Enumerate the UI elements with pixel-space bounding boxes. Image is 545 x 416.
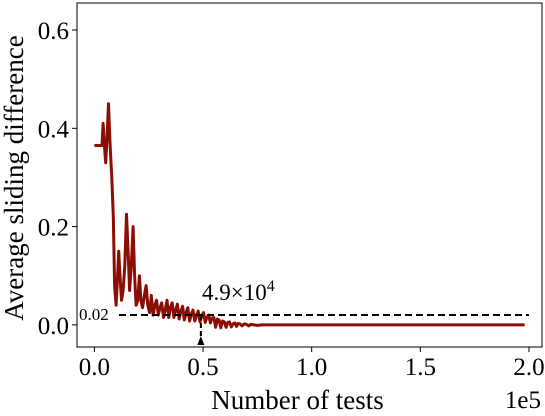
y-axis-label: Average sliding difference [0, 35, 29, 320]
y-tick-label: 0.0 [38, 313, 69, 340]
series-line-1 [94, 102, 525, 330]
x-axis-label: Number of tests [211, 385, 383, 415]
annotation-exponent: 4 [267, 278, 275, 295]
annotation-mantissa: 4.9 [202, 280, 231, 305]
y-tick-label: 0.4 [38, 116, 70, 143]
x-ticks: 0.0 0.5 1.0 1.5 2.0 [79, 347, 545, 381]
threshold-layer: 0.02 [79, 305, 529, 324]
threshold-label: 0.02 [79, 305, 109, 324]
annotation-base: 10 [244, 280, 267, 305]
y-ticks: 0.0 0.2 0.4 0.6 [38, 18, 77, 340]
x-tick-label: 0.0 [79, 354, 110, 381]
x-axis-multiplier: 1e5 [505, 387, 541, 414]
marker-arrow [197, 336, 205, 345]
threshold-crossing-annotation: 4.9×104 [202, 278, 275, 305]
annotation-times: × [231, 280, 244, 305]
annotation-layer: 4.9×104 [197, 278, 275, 345]
data-layer [94, 102, 525, 330]
y-tick-label: 0.6 [38, 18, 69, 45]
plot-frame [76, 2, 543, 348]
x-tick-label: 1.5 [405, 354, 436, 381]
x-tick-label: 0.5 [187, 354, 218, 381]
x-tick-label: 2.0 [513, 354, 544, 381]
y-tick-label: 0.2 [38, 215, 69, 242]
x-tick-label: 1.0 [296, 354, 327, 381]
